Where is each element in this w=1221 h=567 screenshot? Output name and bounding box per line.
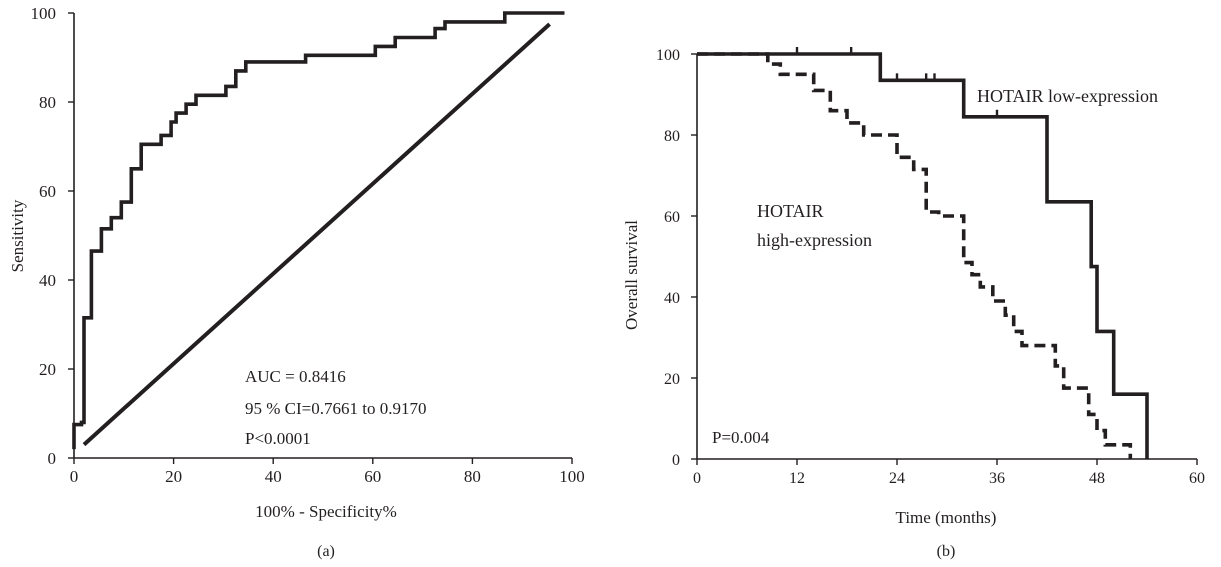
x-tick-label: 0 [70, 467, 79, 486]
y-tick-label: 40 [39, 271, 56, 290]
panel-b-survival-curve: 0 12 24 36 48 60 0 20 40 60 80 100 Time (months) Ov… [622, 47, 1205, 560]
x-tick-label: 12 [789, 470, 805, 487]
panel-b-label: (b) [937, 543, 956, 560]
panel-b-ylabel: Overall survival [622, 220, 641, 330]
y-tick-label: 80 [664, 128, 680, 145]
panel-a-xlabel: 100% - Specificity% [255, 502, 397, 521]
panel-b-series-label-high-2: high-expression [757, 230, 872, 250]
series-1-line [82, 22, 551, 447]
x-tick-label: 60 [1189, 470, 1205, 487]
y-tick-label: 80 [39, 93, 56, 112]
panel-b-ticks: 0 12 24 36 48 60 0 20 40 60 80 100 [656, 47, 1205, 487]
y-tick-label: 60 [664, 209, 680, 226]
x-tick-label: 48 [1089, 470, 1105, 487]
panel-b-plot-lines [697, 47, 1149, 459]
panel-b-annotation-p: P=0.004 [712, 428, 770, 447]
y-tick-label: 0 [48, 449, 57, 468]
y-tick-label: 40 [664, 290, 680, 307]
panel-a-annotation-ci: 95 % CI=0.7661 to 0.9170 [245, 399, 426, 418]
panel-a-annotation-auc: AUC = 0.8416 [245, 367, 346, 386]
panel-a-axes [73, 13, 572, 459]
x-tick-label: 0 [693, 470, 701, 487]
hotair-low-expression-line [697, 52, 1149, 459]
series-0-line [72, 11, 565, 450]
x-tick-label: 100 [559, 467, 585, 486]
panel-a-plot-lines [72, 11, 565, 450]
y-tick-label: 20 [39, 360, 56, 379]
panel-a-annotation-p: P<0.0001 [245, 429, 311, 448]
y-tick-label: 20 [664, 371, 680, 388]
panel-a-roc-curve: 0 20 40 60 80 100 0 20 40 60 80 100 100% - Specific… [8, 4, 585, 560]
panel-a-label: (a) [317, 543, 335, 560]
panel-b-xlabel: Time (months) [896, 508, 997, 527]
panel-a-ylabel: Sensitivity [8, 199, 27, 272]
panel-b-series-label-high-1: HOTAIR [757, 201, 824, 221]
x-tick-label: 20 [165, 467, 182, 486]
x-tick-label: 60 [364, 467, 381, 486]
x-tick-label: 24 [889, 470, 905, 487]
x-tick-label: 80 [464, 467, 481, 486]
panel-a-ticks: 0 20 40 60 80 100 0 20 40 60 80 100 [31, 4, 585, 486]
x-tick-label: 36 [989, 470, 1005, 487]
hotair-high-expression-line [697, 52, 1133, 459]
x-tick-label: 40 [265, 467, 282, 486]
panel-b-series-label-low: HOTAIR low-expression [977, 86, 1158, 106]
y-tick-label: 0 [672, 452, 680, 469]
y-tick-label: 100 [656, 47, 680, 64]
y-tick-label: 100 [31, 4, 57, 23]
panel-b-axes [696, 54, 1197, 460]
y-tick-label: 60 [39, 182, 56, 201]
